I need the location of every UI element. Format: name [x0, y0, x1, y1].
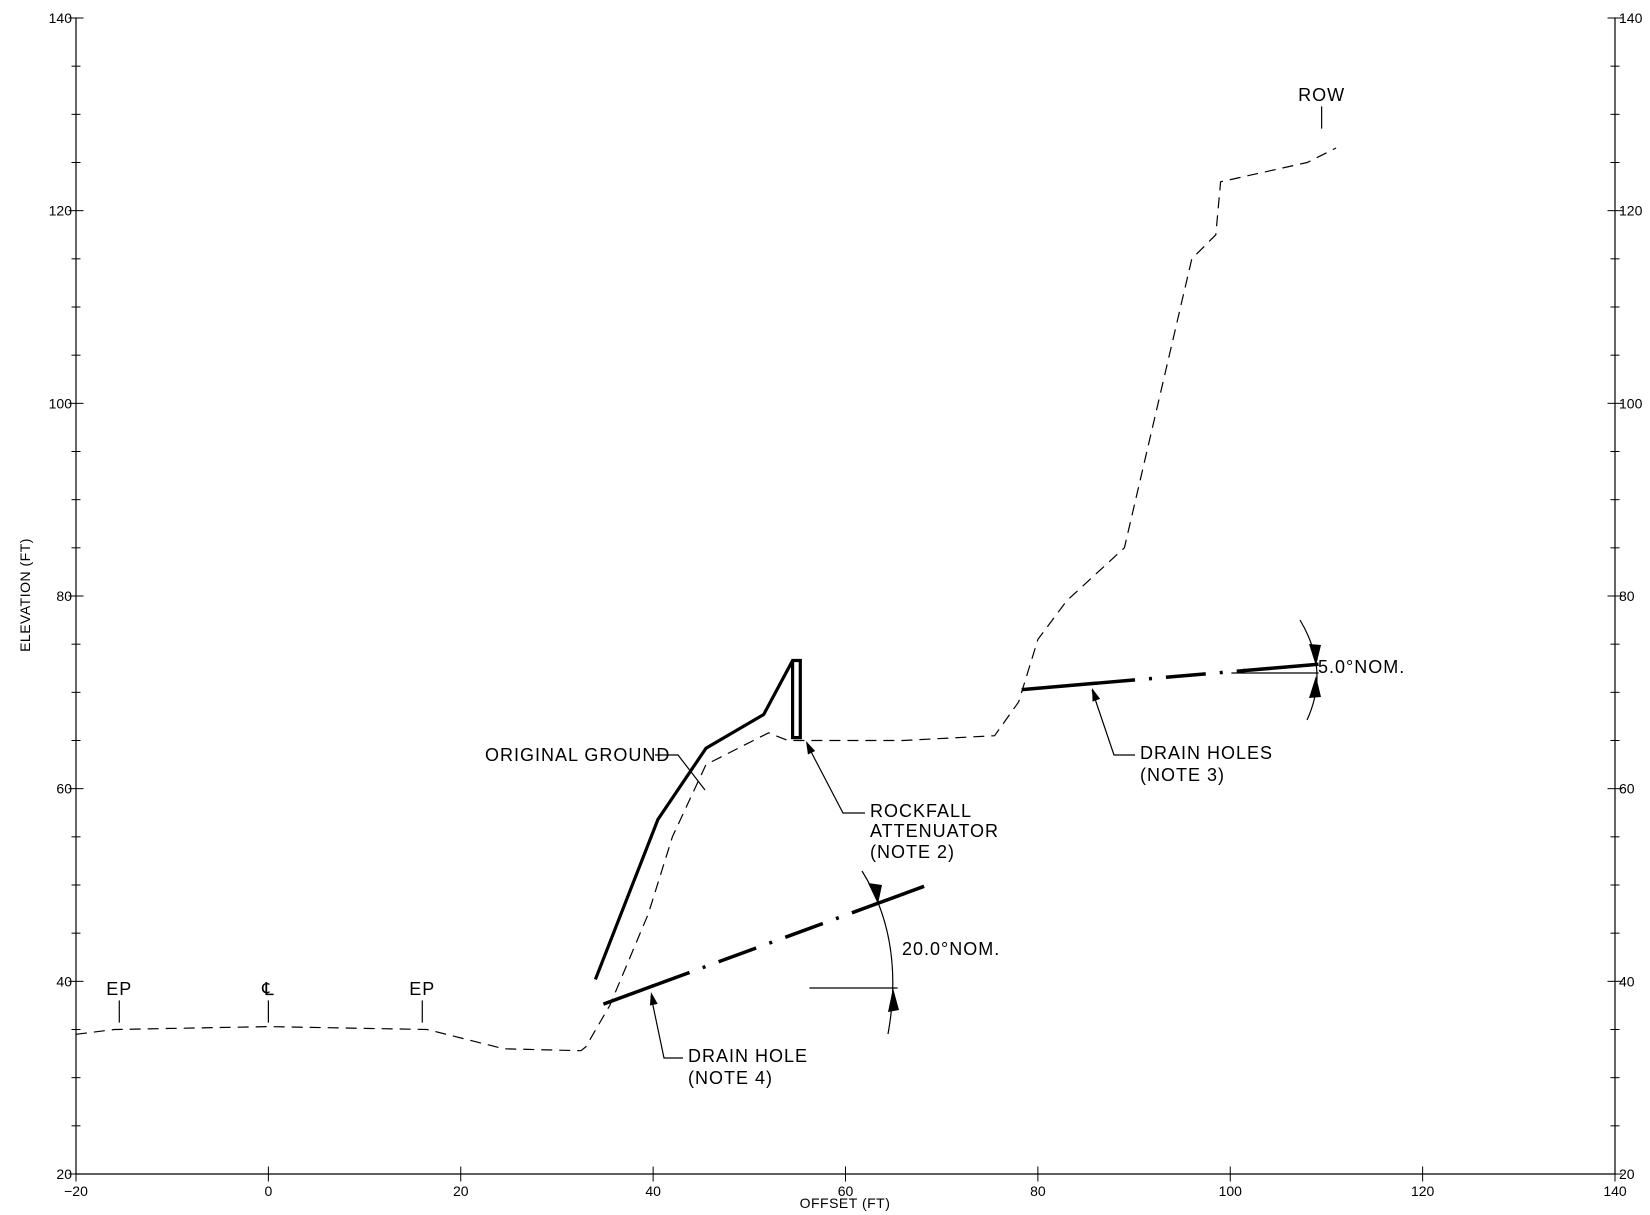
angle-5-arc — [1299, 619, 1318, 721]
angle-20-arrow-upper — [868, 883, 882, 904]
rockfall-attenuator-wall — [593, 658, 802, 980]
left-tick-label: 20 — [56, 1166, 72, 1182]
original-ground-line — [75, 147, 1337, 1052]
rockfall-attenuator-leader — [806, 743, 865, 814]
drain-holes-label-line2: (NOTE 3) — [1140, 765, 1225, 785]
left-tick-label: 80 — [56, 588, 72, 604]
left-tick-label: 140 — [49, 10, 73, 26]
x-tick-label: −20 — [64, 1183, 88, 1199]
x-tick-label: 40 — [645, 1183, 661, 1199]
x-tick-label: 140 — [1603, 1183, 1627, 1199]
right-tick-label: 40 — [1619, 973, 1635, 989]
x-tick-label: 60 — [838, 1183, 854, 1199]
drain-hole-label-line2: (NOTE 4) — [688, 1068, 773, 1088]
original-ground-layer — [75, 147, 1337, 1052]
drain-hole-label-line1: DRAIN HOLE — [688, 1046, 808, 1066]
drain-holes-note3-end-segment — [1243, 662, 1319, 673]
y-axis-title: ELEVATION (FT) — [17, 538, 33, 652]
right-tick-label: 100 — [1619, 395, 1643, 411]
rockfall-attenuator-label-line2: ATTENUATOR — [870, 821, 999, 841]
angle-20-label: 20.0°NOM. — [902, 939, 1000, 959]
station-marker-label-1: ℄ — [261, 979, 275, 999]
original-ground-leader — [655, 754, 706, 791]
rockfall-attenuator-label-line1: ROCKFALL — [870, 801, 972, 821]
drain-holes-label-line1: DRAIN HOLES — [1140, 743, 1273, 763]
drain-hole-arrow — [649, 992, 658, 1006]
drain-holes-arrow — [1092, 688, 1101, 702]
x-tick-label: 0 — [264, 1183, 272, 1199]
axes-frame: 20 20 40 40 60 60 80 80 100 100 120 120 140 140 −20 0 20… — [49, 10, 1643, 1199]
rockfall-attenuator-label-line3: (NOTE 2) — [870, 842, 955, 862]
rockfall-attenuator-arrow — [806, 741, 816, 755]
drain-holes-leader — [1091, 689, 1135, 756]
row-marker-label: ROW — [1298, 85, 1345, 105]
drain-hole-note4-dash-dot-line — [651, 902, 877, 988]
right-tick-label: 120 — [1619, 203, 1643, 219]
x-axis-title: OFFSET (FT) — [800, 1195, 891, 1211]
x-tick-label: 120 — [1411, 1183, 1435, 1199]
drain-hole-note4-start-segment — [602, 984, 655, 1006]
station-marker-label-2: EP — [409, 979, 435, 999]
x-tick-label: 20 — [453, 1183, 469, 1199]
right-tick-label: 20 — [1619, 1166, 1635, 1182]
left-tick-label: 40 — [56, 973, 72, 989]
drain-holes-note3-start-segment — [1021, 681, 1098, 692]
left-tick-label: 60 — [56, 781, 72, 797]
annotation-layer: OFFSET (FT) ELEVATION (FT) ORIGINAL GROU… — [17, 538, 1405, 1211]
angle-20-arrow-lower — [888, 988, 899, 1012]
angle-5-label: 5.0°NOM. — [1318, 657, 1405, 677]
drain-holes-note3-dash-dot-line — [1095, 668, 1246, 686]
left-tick-label: 100 — [49, 395, 73, 411]
drain-hole-note4-end-segment — [873, 884, 925, 907]
x-tick-label: 80 — [1030, 1183, 1046, 1199]
right-tick-label: 80 — [1619, 588, 1635, 604]
right-tick-label: 140 — [1619, 10, 1643, 26]
left-tick-label: 120 — [49, 203, 73, 219]
x-tick-label: 100 — [1219, 1183, 1243, 1199]
angle-5-arrow-upper — [1309, 644, 1321, 666]
structures-layer: EP ℄ EP ROW — [106, 85, 1345, 1059]
right-tick-label: 60 — [1619, 781, 1635, 797]
original-ground-label: ORIGINAL GROUND — [485, 745, 670, 765]
angle-5-arrow-lower — [1309, 676, 1321, 698]
station-marker-label-0: EP — [106, 979, 132, 999]
drain-hole-leader — [650, 995, 683, 1059]
